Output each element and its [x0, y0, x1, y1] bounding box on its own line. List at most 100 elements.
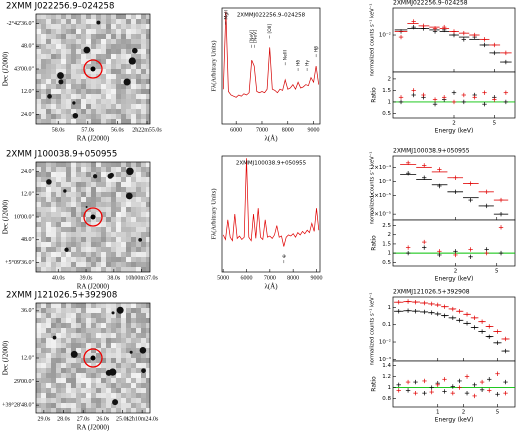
noise-pixel — [91, 44, 96, 49]
noise-pixel — [101, 94, 106, 99]
y-tick-label: 10⁻² — [379, 32, 391, 39]
noise-pixel — [91, 99, 96, 104]
noise-pixel — [51, 262, 56, 267]
noise-pixel — [91, 19, 96, 24]
noise-pixel — [91, 217, 96, 222]
noise-pixel — [116, 237, 121, 242]
noise-pixel — [101, 104, 106, 109]
noise-pixel — [96, 262, 101, 267]
noise-pixel — [116, 44, 121, 49]
noise-pixel — [56, 212, 61, 217]
noise-pixel — [106, 59, 111, 64]
noise-pixel — [36, 167, 41, 172]
noise-pixel — [86, 308, 91, 313]
noise-pixel — [91, 104, 96, 109]
noise-pixel — [96, 328, 101, 333]
noise-pixel — [91, 388, 96, 393]
noise-pixel — [61, 54, 66, 59]
noise-pixel — [116, 99, 121, 104]
noise-pixel — [61, 14, 66, 19]
noise-pixel — [81, 338, 86, 343]
noise-pixel — [71, 59, 76, 64]
ratio-y-tick-label: 0.5 — [382, 111, 391, 117]
noise-pixel — [136, 393, 141, 398]
noise-pixel — [81, 202, 86, 207]
noise-pixel — [111, 99, 116, 104]
noise-pixel — [111, 114, 116, 119]
noise-pixel — [36, 94, 41, 99]
noise-pixel — [91, 373, 96, 378]
data-point — [495, 340, 500, 346]
noise-pixel — [136, 104, 141, 109]
noise-pixel — [91, 338, 96, 343]
star — [96, 20, 101, 25]
noise-pixel — [106, 74, 111, 79]
noise-pixel — [136, 388, 141, 393]
noise-pixel — [86, 34, 91, 39]
noise-pixel — [136, 177, 141, 182]
noise-pixel — [111, 403, 116, 408]
noise-pixel — [116, 217, 121, 222]
noise-pixel — [86, 212, 91, 217]
noise-pixel — [106, 303, 111, 308]
data-point — [482, 37, 487, 42]
noise-pixel — [56, 338, 61, 343]
noise-pixel — [66, 267, 71, 272]
noise-pixel — [41, 403, 46, 408]
ratio-point — [503, 390, 508, 396]
noise-pixel — [66, 99, 71, 104]
noise-pixel — [51, 237, 56, 242]
noise-pixel — [86, 104, 91, 109]
noise-pixel — [41, 74, 46, 79]
noise-pixel — [101, 192, 106, 197]
noise-pixel — [51, 333, 56, 338]
noise-pixel — [111, 119, 116, 124]
noise-pixel — [51, 84, 56, 89]
x-tick-label: 5 — [493, 121, 497, 127]
noise-pixel — [101, 69, 106, 74]
noise-pixel — [121, 119, 126, 124]
noise-pixel — [131, 29, 136, 34]
noise-pixel — [136, 222, 141, 227]
noise-pixel — [66, 94, 71, 99]
noise-pixel — [96, 303, 101, 308]
noise-pixel — [51, 119, 56, 124]
noise-pixel — [56, 308, 61, 313]
noise-pixel — [86, 197, 91, 202]
noise-pixel — [71, 363, 76, 368]
ratio-y-tick-label: 1.5 — [382, 88, 391, 94]
data-point — [461, 37, 467, 42]
noise-pixel — [61, 44, 66, 49]
noise-pixel — [86, 237, 91, 242]
noise-pixel — [61, 177, 66, 182]
noise-pixel — [116, 257, 121, 262]
noise-pixel — [141, 232, 146, 237]
data-point — [498, 211, 504, 217]
noise-pixel — [116, 34, 121, 39]
noise-pixel — [76, 217, 81, 222]
noise-pixel — [36, 252, 41, 257]
noise-pixel — [66, 172, 71, 177]
noise-pixel — [41, 202, 46, 207]
noise-pixel — [76, 227, 81, 232]
noise-pixel — [111, 49, 116, 54]
noise-pixel — [141, 114, 146, 119]
noise-pixel — [131, 358, 136, 363]
ratio-frame — [392, 360, 516, 408]
noise-pixel — [56, 202, 61, 207]
noise-pixel — [61, 363, 66, 368]
noise-pixel — [121, 182, 126, 187]
noise-pixel — [126, 363, 131, 368]
noise-pixel — [116, 398, 121, 403]
noise-pixel — [121, 393, 126, 398]
noise-pixel — [76, 162, 81, 167]
noise-pixel — [146, 338, 150, 343]
noise-pixel — [146, 192, 150, 197]
noise-pixel — [51, 79, 56, 84]
noise-pixel — [141, 242, 146, 247]
noise-pixel — [86, 408, 91, 413]
noise-pixel — [106, 94, 111, 99]
noise-pixel — [111, 313, 116, 318]
panel-title: 2XMMJ022256.9–024258 — [393, 0, 468, 7]
